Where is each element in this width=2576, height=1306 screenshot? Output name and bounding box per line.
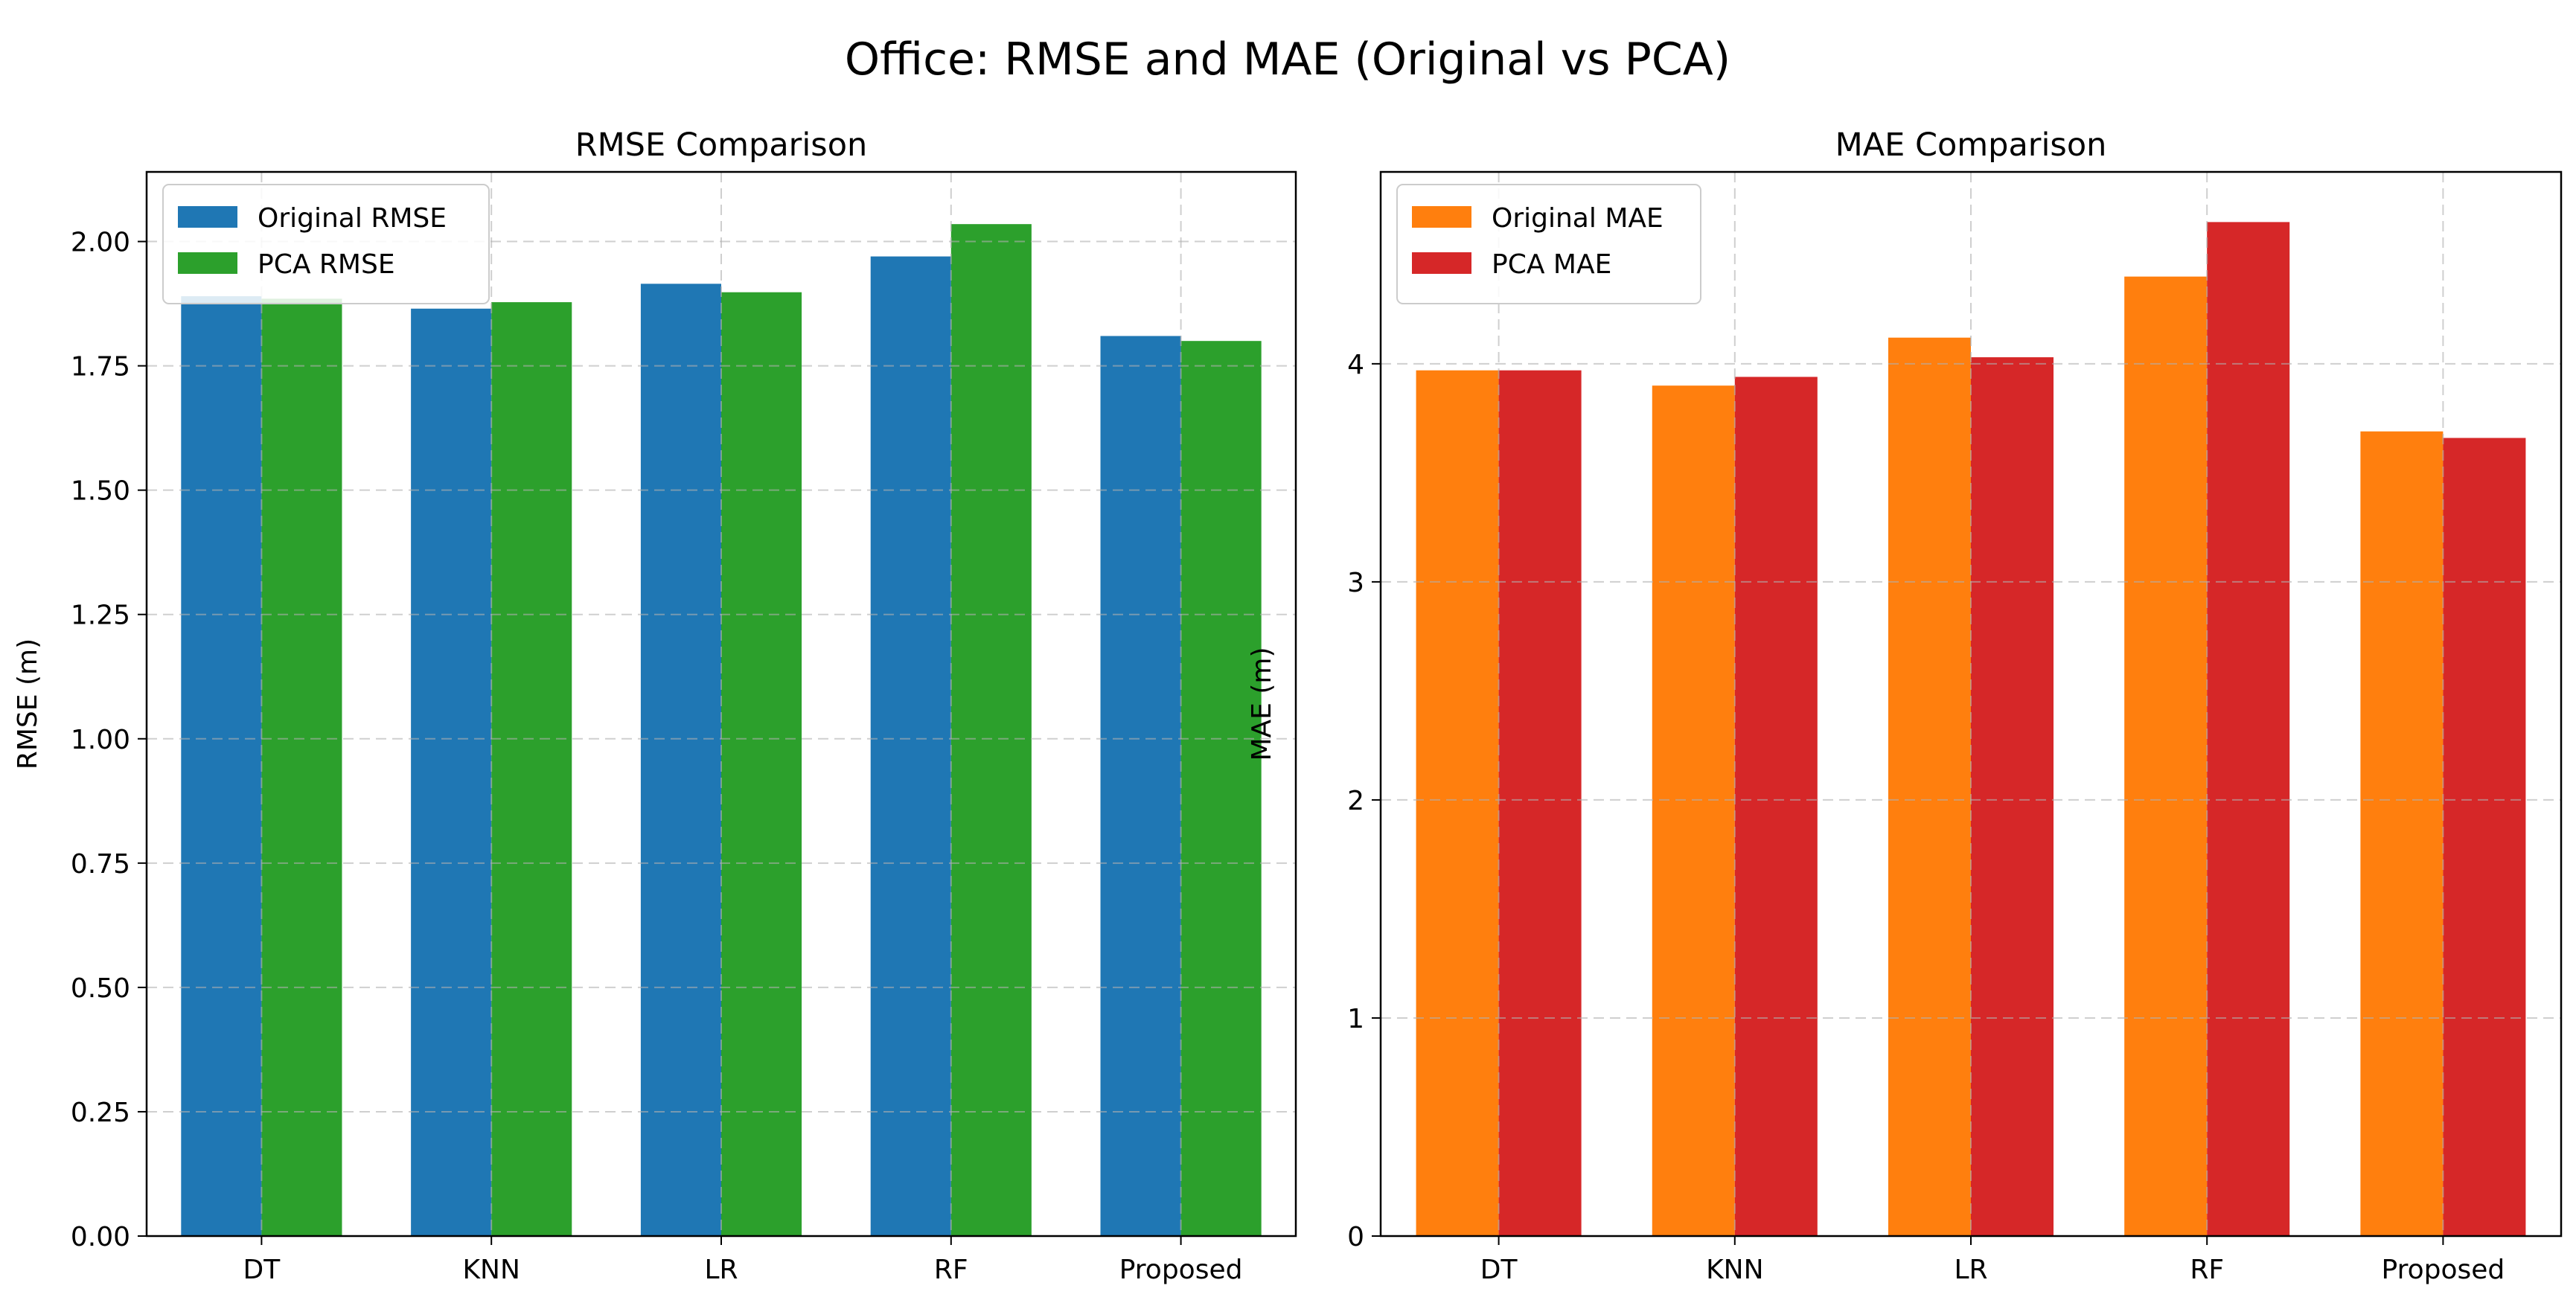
chart-1-y-tick-label-2: 2 xyxy=(1347,786,1364,816)
chart-0-y-tick-label-2: 0.50 xyxy=(71,973,130,1004)
chart-0-legend-label-pca-rmse: PCA RMSE xyxy=(258,249,395,280)
chart-1-bar-pca-mae-lr xyxy=(1971,357,2054,1236)
chart-1-bar-original-mae-knn xyxy=(1652,385,1735,1236)
chart-1-title: MAE Comparison xyxy=(1835,127,2107,164)
chart-0-legend-swatch-pca-rmse xyxy=(178,252,237,274)
chart-1-bar-pca-mae-dt xyxy=(1498,370,1582,1236)
chart-1-y-tick-label-1: 1 xyxy=(1347,1004,1364,1034)
rmse-chart-panel: 0.00 0.25 0.50 0.75 1.00 1.25 1.50 1.75 2.00 DT KN… xyxy=(13,127,1297,1285)
chart-0-bar-pca-rmse-lr xyxy=(721,292,802,1237)
chart-0-bar-original-rmse-proposed xyxy=(1100,336,1181,1236)
chart-0-bar-pca-rmse-proposed xyxy=(1180,341,1262,1236)
chart-1-y-axis-label: MAE (m) xyxy=(1247,647,1277,761)
chart-1-x-tick-label-knn: KNN xyxy=(1706,1255,1763,1285)
chart-1-x-tick-label-dt: DT xyxy=(1480,1255,1518,1285)
chart-0-bar-pca-rmse-dt xyxy=(261,298,342,1236)
chart-0-y-tick-label-1: 0.25 xyxy=(71,1098,130,1128)
chart-0-bar-original-rmse-rf xyxy=(870,256,951,1236)
chart-0-y-axis-label: RMSE (m) xyxy=(13,638,43,769)
chart-1-x-tick-label-lr: LR xyxy=(1954,1255,1987,1285)
chart-1-y-tick-label-4: 4 xyxy=(1347,350,1364,380)
chart-1-bar-pca-mae-knn xyxy=(1734,377,1818,1236)
chart-1-bar-original-mae-lr xyxy=(1888,337,1971,1236)
chart-1-legend xyxy=(1396,184,1701,304)
chart-1-bar-pca-mae-rf xyxy=(2207,222,2290,1236)
chart-0-bar-pca-rmse-knn xyxy=(491,302,572,1237)
chart-0-x-tick-label-lr: LR xyxy=(704,1255,738,1285)
chart-0-x-tick-label-knn: KNN xyxy=(462,1255,520,1285)
chart-1-x-tick-label-proposed: Proposed xyxy=(2382,1255,2505,1285)
chart-1-y-tick-label-0: 0 xyxy=(1347,1222,1364,1252)
chart-1-legend-swatch-original-mae xyxy=(1412,206,1471,228)
chart-1-legend-label-original-mae: Original MAE xyxy=(1492,203,1663,234)
chart-0-x-tick-label-rf: RF xyxy=(934,1255,968,1285)
chart-0-y-tick-label-0: 0.00 xyxy=(71,1222,130,1252)
chart-0-x-tick-label-dt: DT xyxy=(243,1255,281,1285)
chart-1-axes-frame xyxy=(1379,170,2563,1238)
chart-0-y-tick-label-3: 0.75 xyxy=(71,849,130,880)
chart-0-title: RMSE Comparison xyxy=(575,127,868,164)
chart-0-x-tick-label-proposed: Proposed xyxy=(1119,1255,1243,1285)
chart-1-bar-original-mae-proposed xyxy=(2360,431,2444,1237)
chart-0-legend-swatch-original-rmse xyxy=(178,206,237,228)
chart-0-y-tick-label-8: 2.00 xyxy=(71,228,130,258)
figure-suptitle: Office: RMSE and MAE (Original vs PCA) xyxy=(845,33,1730,86)
chart-0-axes-frame xyxy=(145,170,1297,1238)
chart-0-y-tick-label-4: 1.00 xyxy=(71,725,130,755)
chart-0-legend-label-original-rmse: Original RMSE xyxy=(258,203,447,234)
chart-0-y-tick-label-7: 1.75 xyxy=(71,352,130,382)
chart-1-bar-pca-mae-proposed xyxy=(2443,438,2526,1236)
chart-0-bar-original-rmse-dt xyxy=(181,296,262,1237)
chart-0-y-tick-label-6: 1.50 xyxy=(71,476,130,507)
chart-1-bar-original-mae-dt xyxy=(1416,370,1499,1236)
chart-0-bar-original-rmse-lr xyxy=(640,284,721,1236)
chart-0-bar-pca-rmse-rf xyxy=(950,224,1032,1236)
chart-1-x-tick-label-rf: RF xyxy=(2190,1255,2224,1285)
chart-0-legend xyxy=(162,184,490,304)
chart-0-y-tick-label-5: 1.25 xyxy=(71,601,130,631)
chart-1-y-tick-label-3: 3 xyxy=(1347,568,1364,598)
chart-0-bar-original-rmse-knn xyxy=(411,308,492,1236)
chart-1-legend-swatch-pca-mae xyxy=(1412,252,1471,274)
chart-1-legend-label-pca-mae: PCA MAE xyxy=(1492,249,1611,280)
chart-1-bar-original-mae-rf xyxy=(2124,276,2208,1236)
mae-chart-panel: 0 1 2 3 4 DT KNN LR RF Proposed MAE Comparison MAE … xyxy=(1247,127,2563,1285)
